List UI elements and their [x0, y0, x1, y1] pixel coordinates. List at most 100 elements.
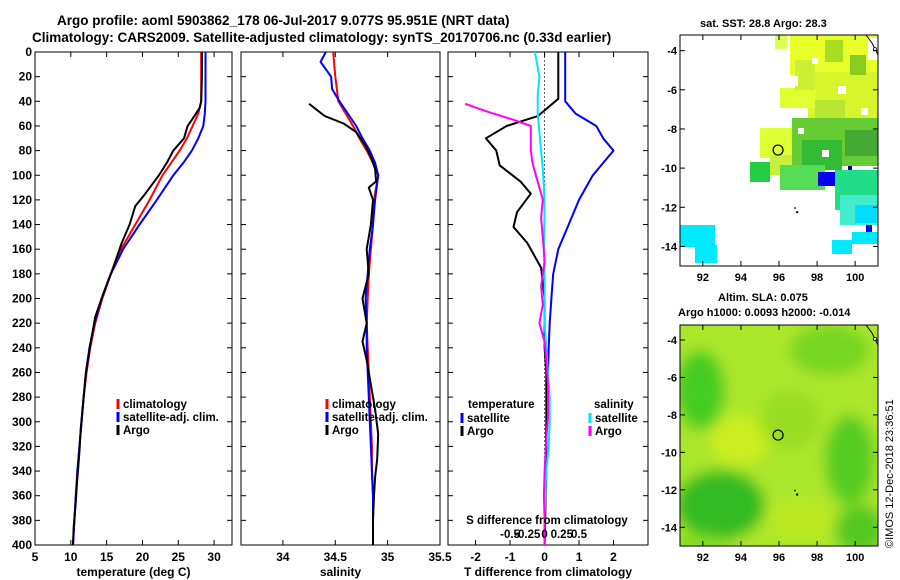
difference-panel: -2 -1 0 1 2T difference from climatology temp…	[447, 51, 649, 579]
s-xtick-label: 34.5	[324, 550, 348, 564]
sst-xtick-label: 98	[811, 272, 823, 284]
sst-map-axes: 92 94 96 98 100 -4 -6 -8 -10 -12 -14	[661, 34, 879, 284]
sst-xtick-label: 94	[735, 272, 748, 284]
d-legend-label: satellite	[595, 413, 638, 425]
d-xtick-label: -2	[470, 550, 481, 564]
s-plot-frame	[240, 51, 441, 546]
sst-map: sat. SST: 28.8 Argo: 28.3	[661, 18, 879, 284]
t-xlabel: temperature (deg C)	[76, 565, 190, 579]
sst-ytick-label: -12	[661, 202, 677, 214]
depth-tick-label: 360	[12, 489, 32, 503]
depth-tick-label: 0	[25, 45, 32, 59]
header-line1: Argo profile: aoml 5903862_178 06-Jul-20…	[57, 13, 509, 28]
sst-xtick-label: 100	[846, 272, 864, 284]
sst-field	[680, 35, 878, 263]
sla-map: Altim. SLA: 0.075 Argo h1000: 0.0093 h20…	[661, 292, 879, 564]
s-legend-label: satellite-adj. clim.	[332, 412, 428, 424]
t-legend-label: satellite-adj. clim.	[123, 412, 219, 424]
depth-tick-label: 300	[12, 415, 32, 429]
depth-tick-label: 380	[12, 513, 32, 527]
depth-tick-label: 340	[12, 464, 32, 478]
sla-ytick-label: -14	[661, 522, 678, 534]
s-xtick-label: 35	[381, 550, 395, 564]
depth-tick-label: 60	[19, 119, 33, 133]
d-legend-header-salinity: salinity	[594, 399, 634, 411]
depth-tick-label: 320	[12, 439, 32, 453]
sst-island	[796, 211, 799, 214]
s-xlabel: salinity	[320, 565, 362, 579]
t-xtick-label: 5	[32, 550, 39, 564]
t-xtick-label: 20	[136, 550, 150, 564]
t-xtick-label: 10	[64, 550, 78, 564]
d-x2tick-label: -0.5	[500, 529, 520, 541]
d-xlabel: T difference from climatology	[464, 565, 632, 579]
sla-ytick-label: -4	[667, 335, 678, 347]
depth-tick-label: 280	[12, 390, 32, 404]
sla-argo-location-marker	[772, 429, 784, 441]
sst-ytick-label: -4	[667, 46, 678, 58]
temperature-panel: 0 20 40 60 80 100 120 140 160 180 200 220 240 260 280 3…	[12, 45, 233, 579]
d-x2tick-label: 0.5	[571, 529, 588, 541]
sst-coastline	[865, 34, 879, 56]
sst-ytick-label: -14	[661, 241, 678, 253]
depth-tick-label: 140	[12, 218, 32, 232]
d-legend-label: satellite	[467, 413, 510, 425]
depth-tick-label: 200	[12, 292, 32, 306]
s-legend-label: Argo	[332, 425, 359, 437]
depth-tick-label: 100	[12, 168, 32, 182]
sla-coastline	[865, 324, 879, 346]
sla-ytick-label: -10	[661, 447, 677, 459]
d-xtick-label: 1	[576, 550, 583, 564]
sla-ytick-label: -6	[667, 372, 677, 384]
depth-tick-label: 220	[12, 316, 32, 330]
t-xtick-label: 15	[100, 550, 114, 564]
depth-tick-label: 400	[12, 538, 32, 552]
depth-tick-label: 180	[12, 267, 32, 281]
sla-xtick-label: 96	[773, 552, 785, 564]
depth-tick-label: 120	[12, 193, 32, 207]
s-legend-label: climatology	[332, 399, 397, 411]
sst-map-title: sat. SST: 28.8 Argo: 28.3	[700, 18, 827, 30]
sst-xtick-label: 96	[773, 272, 785, 284]
depth-tick-label: 80	[19, 144, 33, 158]
sla-map-subtitle: Argo h1000: 0.0093 h2000: -0.014	[678, 307, 851, 319]
sla-ytick-label: -8	[667, 410, 677, 422]
depth-tick-label: 260	[12, 365, 32, 379]
t-legend-label: Argo	[123, 425, 150, 437]
d-legend-header-temperature: temperature	[468, 399, 534, 411]
d-xtick-label: -1	[505, 550, 516, 564]
d-series-s-argo	[464, 102, 549, 545]
d-x2label: S difference from climatology	[466, 515, 628, 527]
t-legend-label: climatology	[123, 399, 188, 411]
sst-ytick-label: -10	[661, 163, 677, 175]
s-xtick-label: 35.5	[428, 550, 452, 564]
sst-xtick-label: 92	[697, 272, 709, 284]
t-series-argo	[72, 52, 203, 546]
t-xtick-label: 30	[207, 550, 221, 564]
s-xtick-label: 34	[276, 550, 290, 564]
sla-xtick-label: 94	[735, 552, 748, 564]
sla-island-marker	[873, 337, 877, 341]
sst-ytick-label: -8	[667, 124, 677, 136]
t-xtick-label: 25	[172, 550, 186, 564]
d-series-s-satellite	[533, 51, 551, 545]
d-xtick-label: 0	[541, 550, 548, 564]
depth-tick-label: 40	[19, 94, 33, 108]
sst-island	[794, 207, 796, 209]
d-legend-label: Argo	[467, 426, 494, 438]
sla-xtick-label: 100	[846, 552, 864, 564]
d-legend-label: Argo	[595, 426, 622, 438]
sla-xtick-label: 92	[697, 552, 709, 564]
sst-ytick-label: -6	[667, 85, 677, 97]
header-line2: Climatology: CARS2009. Satellite-adjuste…	[32, 30, 611, 45]
sla-map-title: Altim. SLA: 0.075	[718, 292, 808, 304]
depth-tick-label: 240	[12, 341, 32, 355]
sst-argo-location-marker	[772, 144, 784, 156]
sst-island-marker	[873, 47, 877, 51]
depth-tick-label: 160	[12, 242, 32, 256]
sla-island	[794, 489, 796, 492]
s-series-argo	[308, 103, 380, 545]
sla-xtick-label: 98	[811, 552, 823, 564]
sla-ytick-label: -12	[661, 485, 677, 497]
